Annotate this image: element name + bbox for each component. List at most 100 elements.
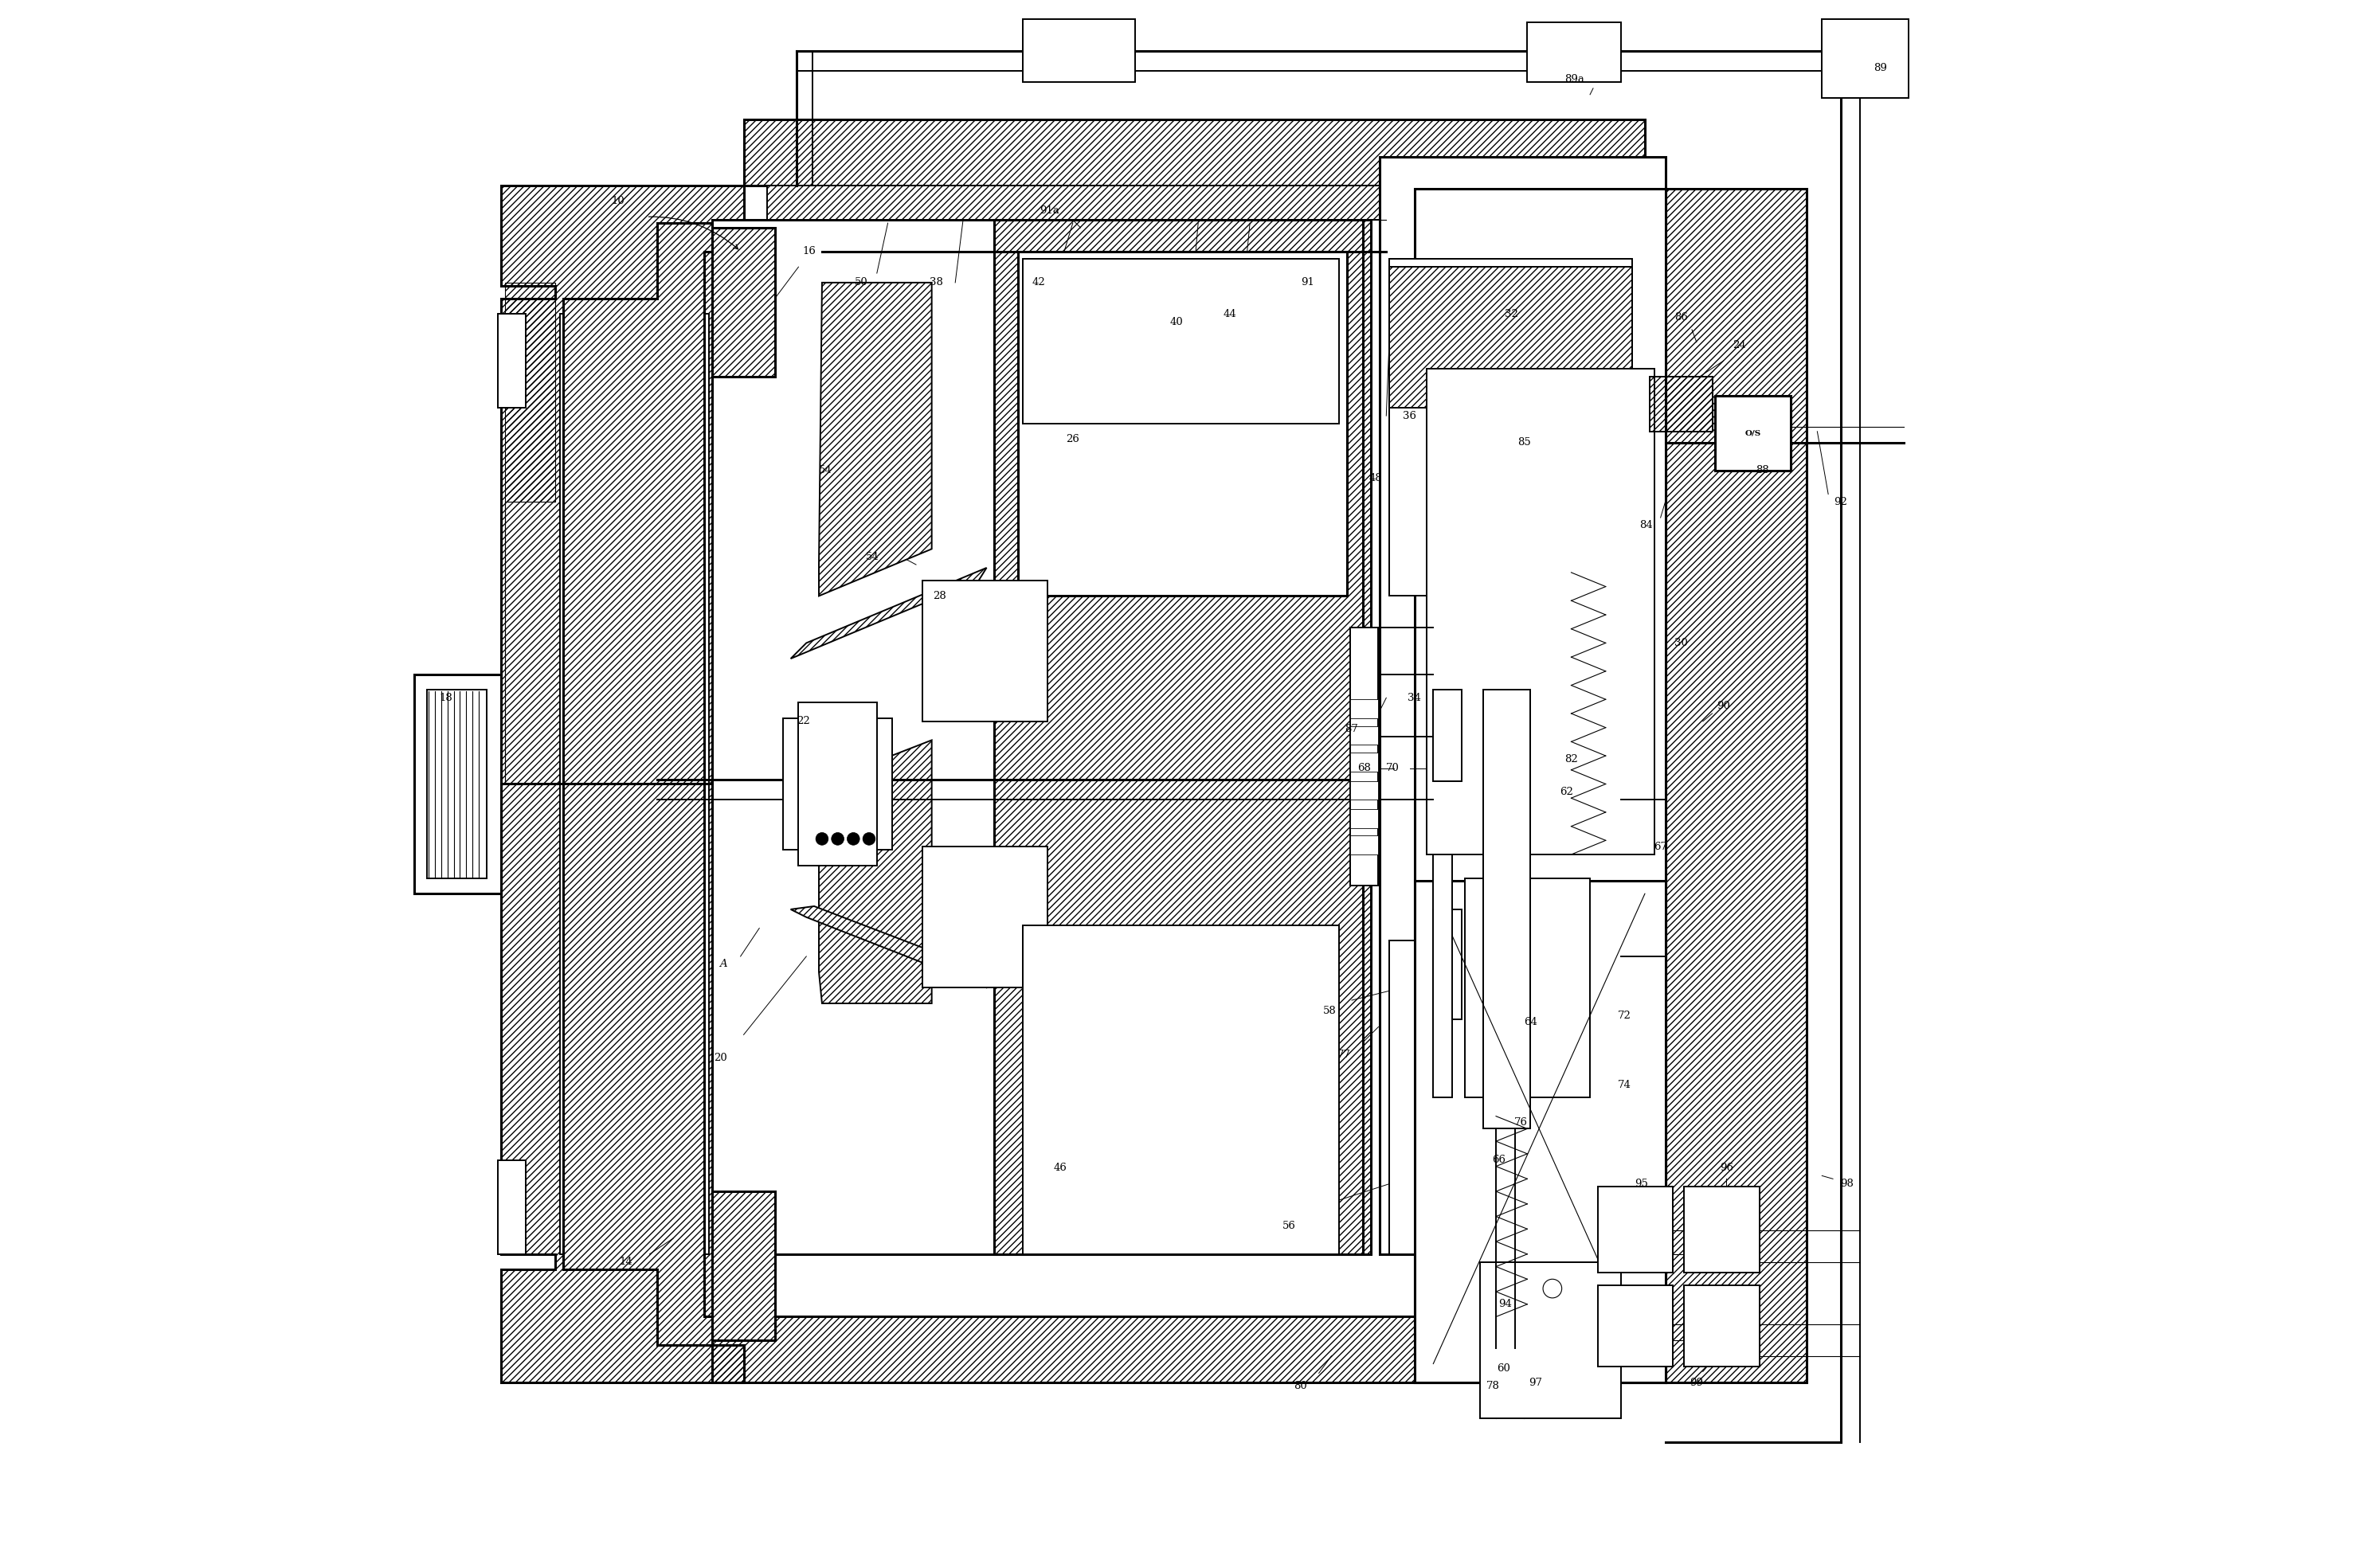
Text: 38: 38 (929, 278, 944, 289)
Polygon shape (501, 185, 743, 1383)
Text: 72: 72 (1618, 1011, 1632, 1021)
Text: 66: 66 (1492, 1156, 1507, 1165)
Polygon shape (818, 740, 932, 1004)
Text: 76: 76 (1514, 1118, 1528, 1127)
Bar (1350, 781, 1379, 800)
Bar (428, 690, 487, 878)
Circle shape (1542, 1279, 1561, 1298)
Bar (1022, 19, 1135, 82)
Polygon shape (790, 568, 986, 659)
Text: 96: 96 (1719, 1163, 1734, 1173)
Text: 68: 68 (1358, 764, 1372, 773)
Text: 70: 70 (1386, 764, 1400, 773)
Text: 90: 90 (1717, 701, 1729, 710)
Circle shape (816, 833, 828, 845)
Bar (1433, 855, 1452, 1098)
Text: 20: 20 (714, 1054, 726, 1063)
Text: 22: 22 (797, 717, 809, 726)
Bar (1433, 909, 1462, 1019)
Text: 30: 30 (1674, 638, 1689, 648)
Text: 89: 89 (1873, 63, 1887, 74)
Bar (497, 314, 525, 408)
Text: 26: 26 (1067, 434, 1078, 444)
Polygon shape (790, 906, 993, 988)
Bar (1388, 267, 1632, 408)
Bar (1464, 878, 1589, 1098)
Text: 10: 10 (613, 196, 624, 207)
Bar (1715, 395, 1790, 470)
Bar (1350, 726, 1379, 745)
Bar (1433, 690, 1462, 781)
Text: 44: 44 (1223, 309, 1237, 320)
Text: 34: 34 (1407, 693, 1421, 702)
Bar (766, 185, 1622, 220)
Text: 42: 42 (1031, 278, 1045, 289)
Bar (1426, 368, 1653, 855)
Text: 87: 87 (1346, 724, 1358, 734)
Bar (1480, 1262, 1622, 1419)
Bar (414, 674, 501, 894)
Bar (993, 220, 1372, 1254)
Text: 94: 94 (1499, 1298, 1511, 1309)
Text: 98: 98 (1840, 1179, 1854, 1189)
Bar (1017, 251, 1348, 596)
Text: 91a: 91a (1038, 205, 1060, 216)
Bar (1684, 1187, 1760, 1273)
Text: 60: 60 (1497, 1363, 1511, 1374)
Text: 46: 46 (1052, 1163, 1067, 1173)
Bar (1648, 376, 1712, 431)
Text: 89a: 89a (1563, 74, 1585, 85)
Text: 40: 40 (1171, 317, 1182, 328)
Bar (1022, 925, 1339, 1254)
Bar (561, 314, 710, 1254)
Text: 56: 56 (1282, 1220, 1296, 1231)
Bar (712, 1317, 1665, 1383)
Bar (712, 220, 1362, 1254)
Bar (1350, 809, 1379, 828)
Bar (1599, 1187, 1672, 1273)
Text: 91: 91 (1301, 278, 1315, 289)
Text: 24: 24 (1731, 340, 1745, 350)
Bar (743, 119, 1646, 185)
Text: 84: 84 (1639, 521, 1653, 530)
Text: 85: 85 (1518, 437, 1530, 447)
Text: 14: 14 (620, 1256, 634, 1267)
Text: 80: 80 (1294, 1380, 1308, 1391)
Text: 88: 88 (1755, 466, 1769, 475)
Bar (1350, 753, 1379, 771)
Bar (1022, 259, 1339, 423)
Text: 82: 82 (1566, 754, 1577, 764)
Bar (1388, 259, 1632, 596)
Text: 64: 64 (1523, 1018, 1537, 1027)
Text: 86: 86 (1674, 312, 1689, 323)
Text: 36: 36 (1402, 411, 1417, 420)
Bar (1414, 188, 1665, 1383)
Polygon shape (818, 282, 932, 596)
Text: 92: 92 (1833, 497, 1847, 506)
Bar (1414, 881, 1665, 1383)
Text: 54: 54 (866, 552, 880, 561)
Bar (1483, 690, 1530, 1129)
Text: A: A (719, 960, 726, 969)
Text: 67: 67 (1653, 842, 1667, 851)
Bar (1665, 188, 1807, 1383)
Bar (1350, 627, 1379, 886)
Circle shape (832, 833, 844, 845)
Text: 74: 74 (1618, 1080, 1632, 1090)
Text: 99: 99 (1691, 1377, 1703, 1388)
Text: O/S: O/S (1745, 430, 1762, 436)
Bar (922, 847, 1048, 988)
Text: 54: 54 (818, 466, 832, 475)
Bar (922, 580, 1048, 721)
Circle shape (847, 833, 858, 845)
Text: 48: 48 (1369, 474, 1381, 483)
Polygon shape (563, 223, 712, 1345)
Bar (1350, 836, 1379, 855)
Bar (1599, 1286, 1672, 1367)
Text: 77: 77 (1336, 1051, 1350, 1060)
Text: 32: 32 (1504, 309, 1518, 320)
Bar (497, 1160, 525, 1254)
Text: 28: 28 (932, 591, 946, 601)
Bar (1350, 699, 1379, 718)
Bar (783, 718, 892, 850)
